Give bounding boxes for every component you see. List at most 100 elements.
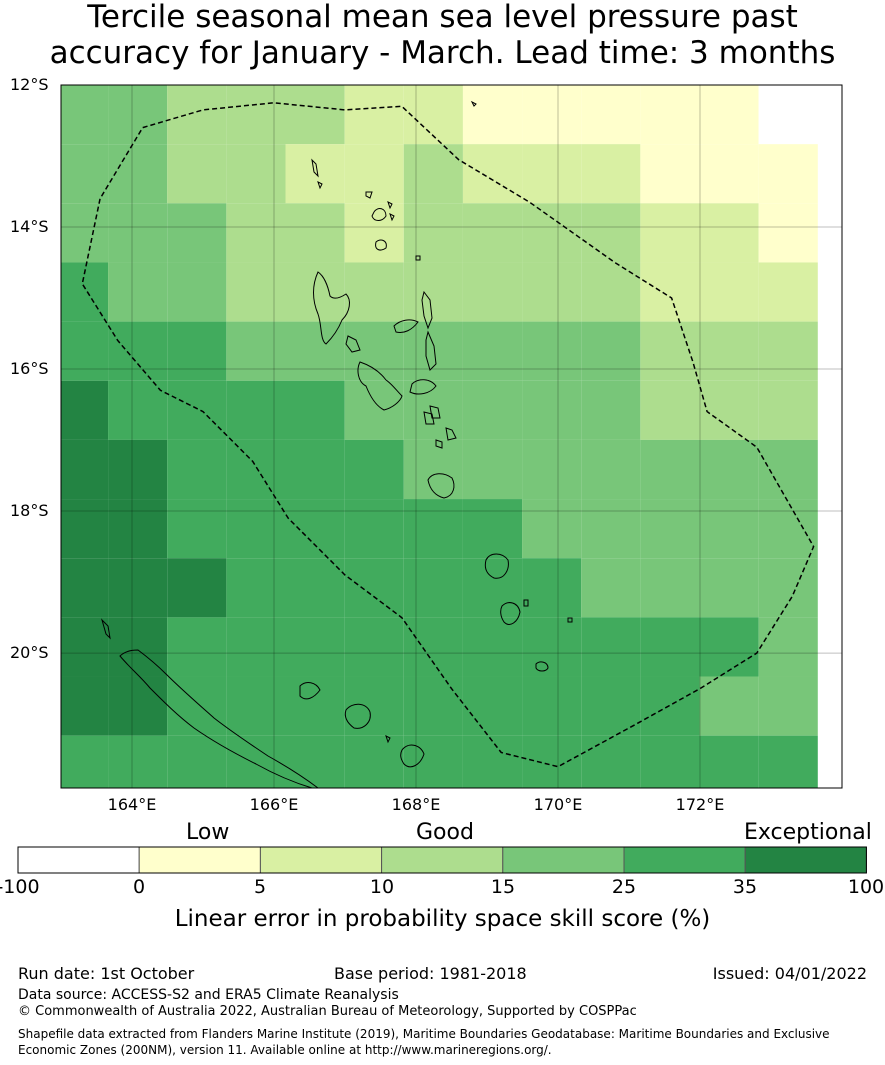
island-ambrym — [409, 379, 437, 395]
skill-cell — [285, 321, 345, 381]
skill-cell — [640, 676, 700, 736]
island-efate — [427, 473, 455, 499]
skill-cell — [522, 380, 582, 440]
island-futuna — [567, 617, 573, 623]
skill-cell — [522, 735, 582, 788]
skill-cell — [581, 676, 641, 736]
skill-cell — [462, 85, 523, 145]
skill-cell — [226, 499, 286, 559]
issued-date: Issued: 04/01/2022 — [712, 964, 867, 983]
run-date: Run date: 1st October — [18, 964, 195, 983]
skill-cell — [462, 499, 523, 559]
skill-cell — [640, 144, 700, 204]
skill-cell — [462, 380, 523, 440]
island-aneityum — [535, 661, 549, 672]
colorbar — [17, 846, 867, 874]
skill-cell — [640, 321, 700, 381]
skill-cell — [522, 676, 582, 736]
skill-cell — [581, 617, 641, 677]
colorbar-segment — [138, 846, 261, 874]
island-shepherds — [445, 427, 457, 441]
skill-cell — [758, 617, 818, 677]
skill-cell — [462, 321, 523, 381]
skill-cell — [581, 144, 641, 204]
lon-label-164e: 164°E — [107, 795, 157, 814]
category-low: Low — [186, 820, 230, 845]
skill-cell — [640, 617, 700, 677]
skill-cell — [403, 676, 463, 736]
island-ouvea — [299, 682, 321, 700]
skill-cell — [226, 617, 286, 677]
skill-cell — [699, 676, 759, 736]
skill-cell — [403, 321, 463, 381]
island-maewo — [421, 290, 433, 330]
skill-cell — [108, 262, 168, 322]
skill-cell — [108, 144, 168, 204]
colorbar-tick: -100 — [0, 876, 40, 898]
skill-cell — [640, 439, 700, 500]
skill-cell — [167, 144, 227, 204]
skill-cell — [699, 321, 759, 381]
skill-cell — [758, 735, 818, 788]
skill-cell — [61, 617, 109, 677]
colorbar-segment — [744, 846, 867, 874]
category-good: Good — [416, 820, 474, 845]
skill-cell — [403, 735, 463, 788]
skill-cell — [108, 617, 168, 677]
island-grande-terre — [119, 649, 320, 789]
colorbar-tick: 25 — [611, 876, 637, 898]
skill-cell — [285, 499, 345, 559]
island-malo — [345, 335, 361, 353]
skill-cell — [226, 558, 286, 618]
colorbar-tick: 35 — [732, 876, 758, 898]
skill-cell — [167, 676, 227, 736]
skill-cell — [522, 439, 582, 500]
skill-cell — [522, 321, 582, 381]
skill-cell — [403, 262, 463, 322]
island-lifou — [344, 703, 371, 729]
island-erromango — [484, 553, 509, 579]
skill-cell — [61, 203, 109, 263]
lon-label-170e: 170°E — [533, 795, 583, 814]
skill-cell — [61, 321, 109, 381]
island-ureparapara — [365, 191, 373, 199]
skill-cell — [640, 735, 700, 788]
skill-cell — [758, 144, 818, 204]
island-tanna — [500, 602, 521, 625]
skill-cell — [167, 499, 227, 559]
colorbar-segment — [623, 846, 746, 874]
skill-cell — [61, 85, 109, 145]
skill-cell — [285, 558, 345, 618]
skill-cell — [344, 380, 404, 440]
island-vanua-lava — [371, 201, 395, 222]
skill-cell — [699, 735, 759, 788]
skill-cell — [108, 439, 168, 500]
lat-label-18s: 18°S — [10, 501, 49, 520]
lon-label-166e: 166°E — [249, 795, 299, 814]
skill-cell — [699, 144, 759, 204]
lat-label-12s: 12°S — [10, 75, 49, 94]
shapefile-credit-line2: Economic Zones (200NM), version 11. Avai… — [18, 1043, 552, 1057]
skill-cell — [167, 735, 227, 788]
skill-cell — [462, 144, 523, 204]
skill-cell — [699, 499, 759, 559]
skill-cell — [285, 380, 345, 440]
skill-cell — [61, 558, 109, 618]
colorbar-segment — [259, 846, 383, 874]
skill-cell — [462, 617, 523, 677]
skill-cell — [167, 380, 227, 440]
island-mare — [400, 744, 425, 768]
skill-cell — [108, 380, 168, 440]
skill-cell — [758, 85, 818, 145]
skill-cell — [344, 85, 404, 145]
skill-cell — [640, 558, 700, 618]
skill-cell — [699, 380, 759, 440]
category-exceptional: Exceptional — [744, 820, 872, 845]
skill-cell — [285, 203, 345, 263]
skill-cell — [108, 735, 168, 788]
skill-cell — [108, 321, 168, 381]
skill-cell — [699, 203, 759, 263]
land-outlines — [100, 100, 573, 789]
skill-cell — [61, 735, 109, 788]
skill-cell — [344, 617, 404, 677]
